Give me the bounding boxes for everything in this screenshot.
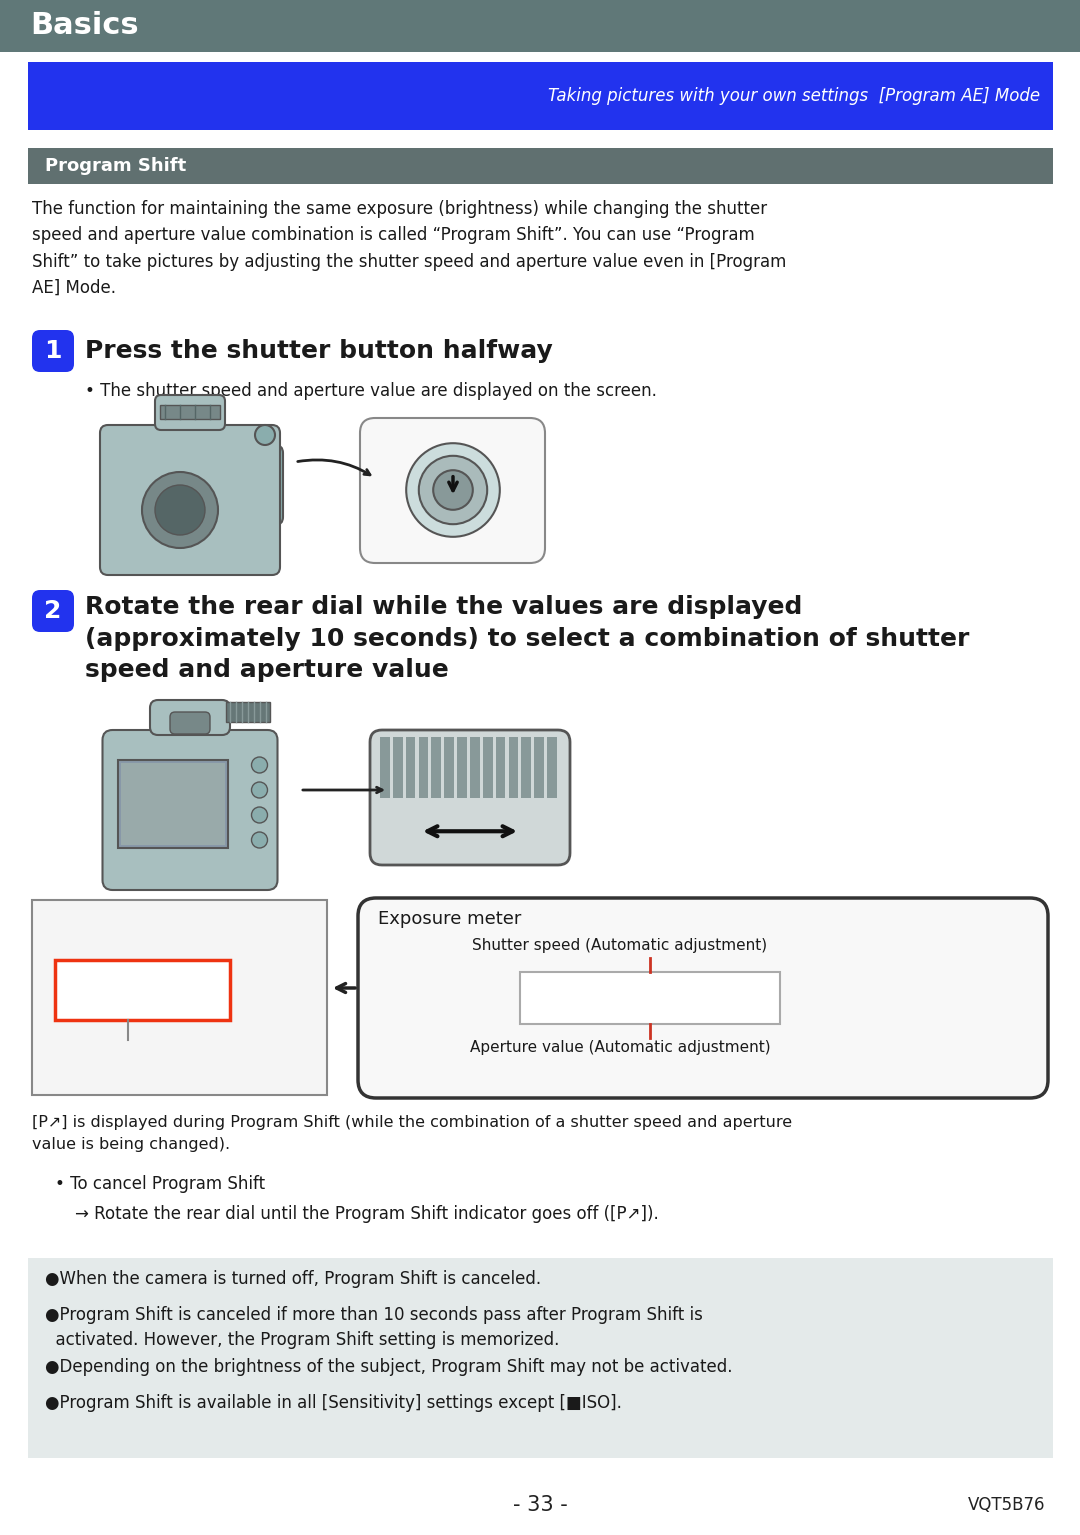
Bar bbox=[32, 900, 327, 1094]
Bar bbox=[483, 737, 492, 798]
Text: 2: 2 bbox=[44, 599, 62, 623]
Text: Shutter speed (Automatic adjustment): Shutter speed (Automatic adjustment) bbox=[472, 938, 768, 953]
FancyBboxPatch shape bbox=[100, 425, 280, 576]
FancyBboxPatch shape bbox=[370, 731, 570, 866]
Text: Program Shift: Program Shift bbox=[45, 157, 186, 175]
Bar bbox=[470, 737, 480, 798]
Circle shape bbox=[419, 456, 487, 523]
FancyBboxPatch shape bbox=[32, 330, 75, 371]
FancyBboxPatch shape bbox=[255, 445, 283, 525]
Bar bbox=[457, 737, 467, 798]
FancyBboxPatch shape bbox=[156, 394, 225, 430]
FancyBboxPatch shape bbox=[150, 700, 230, 735]
Text: ●Program Shift is canceled if more than 10 seconds pass after Program Shift is
 : ●Program Shift is canceled if more than … bbox=[45, 1306, 703, 1349]
Bar bbox=[28, 1259, 1053, 1458]
FancyBboxPatch shape bbox=[357, 898, 1048, 1098]
Bar bbox=[535, 737, 544, 798]
Bar bbox=[380, 737, 390, 798]
Bar bbox=[0, 0, 1080, 52]
Text: - 33 -: - 33 - bbox=[513, 1495, 567, 1515]
Bar bbox=[431, 737, 441, 798]
Bar bbox=[419, 737, 428, 798]
Text: ●Program Shift is available in all [Sensitivity] settings except [■ISO].: ●Program Shift is available in all [Sens… bbox=[45, 1394, 622, 1412]
Circle shape bbox=[252, 781, 268, 798]
Bar bbox=[496, 737, 505, 798]
Circle shape bbox=[433, 470, 473, 510]
Text: Exposure meter: Exposure meter bbox=[378, 910, 522, 929]
Bar bbox=[160, 405, 220, 419]
Bar bbox=[393, 737, 403, 798]
Bar bbox=[519, 972, 780, 1024]
Circle shape bbox=[252, 832, 268, 847]
Bar bbox=[406, 737, 416, 798]
Text: Basics: Basics bbox=[30, 11, 138, 40]
Text: • To cancel Program Shift: • To cancel Program Shift bbox=[55, 1174, 265, 1193]
Circle shape bbox=[252, 807, 268, 823]
Text: Taking pictures with your own settings  [Program AE] Mode: Taking pictures with your own settings [… bbox=[548, 87, 1040, 104]
Circle shape bbox=[406, 444, 500, 537]
Text: Aperture value (Automatic adjustment): Aperture value (Automatic adjustment) bbox=[470, 1041, 770, 1055]
Bar bbox=[118, 760, 228, 847]
Text: ●When the camera is turned off, Program Shift is canceled.: ●When the camera is turned off, Program … bbox=[45, 1269, 541, 1288]
Bar bbox=[226, 701, 270, 721]
Bar bbox=[548, 737, 557, 798]
Bar bbox=[444, 737, 454, 798]
Bar bbox=[121, 763, 225, 844]
Text: VQT5B76: VQT5B76 bbox=[968, 1497, 1045, 1514]
Circle shape bbox=[156, 485, 205, 536]
Bar bbox=[28, 147, 1053, 184]
Bar bbox=[509, 737, 518, 798]
Text: Rotate the rear dial while the values are displayed
(approximately 10 seconds) t: Rotate the rear dial while the values ar… bbox=[85, 596, 970, 682]
Bar bbox=[55, 959, 230, 1019]
FancyBboxPatch shape bbox=[103, 731, 278, 890]
Text: • The shutter speed and aperture value are displayed on the screen.: • The shutter speed and aperture value a… bbox=[85, 382, 657, 401]
Bar bbox=[28, 61, 1053, 130]
Text: 1: 1 bbox=[44, 339, 62, 362]
FancyBboxPatch shape bbox=[32, 589, 75, 632]
Circle shape bbox=[141, 471, 218, 548]
FancyBboxPatch shape bbox=[360, 418, 545, 563]
Text: The function for maintaining the same exposure (brightness) while changing the s: The function for maintaining the same ex… bbox=[32, 200, 786, 298]
Text: ●Depending on the brightness of the subject, Program Shift may not be activated.: ●Depending on the brightness of the subj… bbox=[45, 1358, 732, 1375]
Text: → Rotate the rear dial until the Program Shift indicator goes off ([P↗]).: → Rotate the rear dial until the Program… bbox=[75, 1205, 659, 1223]
Text: Press the shutter button halfway: Press the shutter button halfway bbox=[85, 339, 553, 362]
Circle shape bbox=[252, 757, 268, 774]
Circle shape bbox=[255, 425, 275, 445]
Text: [P↗] is displayed during Program Shift (while the combination of a shutter speed: [P↗] is displayed during Program Shift (… bbox=[32, 1114, 792, 1153]
FancyBboxPatch shape bbox=[170, 712, 210, 734]
Bar bbox=[522, 737, 531, 798]
